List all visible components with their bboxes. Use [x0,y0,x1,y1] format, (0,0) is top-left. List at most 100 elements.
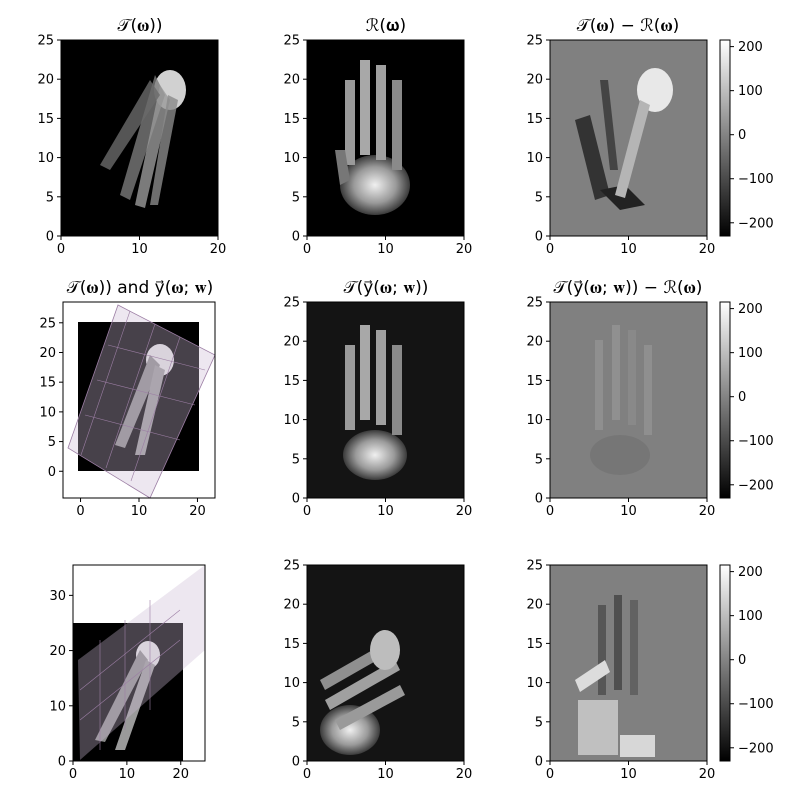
diff-image [575,595,655,757]
colorbar-tick-label: −200 [738,216,774,231]
y-tick-label: 15 [37,112,54,127]
x-tick-label: 0 [546,242,554,257]
y-tick-label: 5 [535,190,543,205]
y-tick-label: 15 [526,112,543,127]
y-tick-label: 5 [292,715,300,730]
colorbar-tick-label: 0 [738,653,746,668]
x-tick-label: 20 [699,242,716,257]
y-tick-label: 0 [535,230,543,245]
y-tick-label: 25 [283,296,300,311]
panel-template: 𝒯(𝛚)) [60,16,219,237]
y-tick-label: 20 [283,335,300,350]
panel-template-with-grid: 𝒯(𝛚)) and y⃗(𝛚; 𝐰) [62,278,216,499]
x-tick-label: 0 [546,504,554,519]
y-tick-label: 25 [526,559,543,574]
x-tick-label: 10 [620,504,637,519]
y-tick-label: 25 [283,34,300,49]
y-tick-label: 30 [49,589,66,604]
x-tick-label: 20 [699,767,716,782]
diff-image [590,325,652,475]
panel-title: 𝒯(𝛚)) and y⃗(𝛚; 𝐰) [67,278,213,298]
panel-warped-2 [306,564,465,762]
panel-reference: ℛ(𝛚) [306,16,465,237]
x-tick-label: 20 [172,767,189,782]
x-tick-label: 10 [377,504,394,519]
x-tick-label: 0 [303,242,311,257]
diff-image [575,68,673,210]
y-tick-label: 10 [39,405,56,420]
x-tick-label: 10 [620,767,637,782]
colorbar-tick-label: 100 [738,609,763,624]
panel-difference-2 [549,564,708,762]
y-tick-label: 5 [46,190,54,205]
y-tick-label: 10 [526,676,543,691]
y-tick-label: 0 [58,755,66,770]
deformed-grid [67,304,216,499]
x-tick-label: 0 [303,767,311,782]
hand-image [335,60,410,215]
y-tick-label: 5 [535,715,543,730]
y-tick-label: 10 [526,413,543,428]
y-tick-label: 15 [526,374,543,389]
y-tick-label: 15 [283,637,300,652]
colorbar-tick-label: −100 [738,697,774,712]
x-tick-label: 10 [119,767,136,782]
y-tick-label: 0 [46,230,54,245]
deformed-grid [78,565,205,760]
y-tick-label: 20 [283,598,300,613]
colorbar-tick-label: 200 [738,40,763,55]
panel-difference-aligned: 𝒯(y⃗(𝛚; 𝐰)) − ℛ(𝛚) [549,278,708,499]
hand-image [115,344,174,455]
y-tick-label: 20 [526,73,543,88]
colorbar-tick-label: −100 [738,434,774,449]
colorbar-tick-label: 0 [738,390,746,405]
colorbar-2 [719,301,731,499]
y-tick-label: 0 [535,755,543,770]
colorbar-tick-label: 200 [738,302,763,317]
x-tick-label: 10 [377,242,394,257]
panel-title: 𝒯(y⃗(𝛚; 𝐰)) [344,278,429,298]
axes-frame [72,564,206,762]
colorbar-tick-label: −200 [738,478,774,493]
y-tick-label: 15 [283,112,300,127]
y-tick-label: 0 [535,492,543,507]
colorbar-3 [719,564,731,762]
y-tick-label: 5 [292,190,300,205]
x-tick-label: 20 [456,767,473,782]
image-area [550,565,707,761]
y-tick-label: 10 [283,413,300,428]
x-tick-label: 0 [57,242,65,257]
y-tick-label: 25 [526,34,543,49]
y-tick-label: 20 [283,73,300,88]
y-tick-label: 0 [48,465,56,480]
y-tick-label: 0 [292,230,300,245]
x-tick-label: 10 [131,504,148,519]
y-tick-label: 10 [283,676,300,691]
y-tick-label: 0 [292,492,300,507]
panel-warped-aligned: 𝒯(y⃗(𝛚; 𝐰)) [306,278,465,499]
y-tick-label: 20 [49,644,66,659]
x-tick-label: 0 [303,504,311,519]
y-tick-label: 0 [292,755,300,770]
panel-title: 𝒯(𝛚) − ℛ(𝛚) [577,16,679,36]
x-tick-label: 20 [456,504,473,519]
colorbar-tick-label: −200 [738,741,774,756]
y-tick-label: 10 [37,151,54,166]
colorbar-1 [719,39,731,237]
y-tick-label: 10 [49,699,66,714]
colorbar-tick-label: 100 [738,84,763,99]
y-tick-label: 15 [526,637,543,652]
y-tick-label: 25 [283,559,300,574]
y-tick-label: 25 [37,34,54,49]
x-tick-label: 10 [620,242,637,257]
y-tick-label: 20 [526,335,543,350]
x-tick-label: 20 [699,504,716,519]
y-tick-label: 10 [526,151,543,166]
colorbar-tick-label: 200 [738,565,763,580]
panel-title: ℛ(𝛚) [366,16,406,36]
colorbar-tick-label: 0 [738,128,746,143]
y-tick-label: 20 [526,598,543,613]
y-tick-label: 25 [39,316,56,331]
y-tick-label: 20 [39,346,56,361]
